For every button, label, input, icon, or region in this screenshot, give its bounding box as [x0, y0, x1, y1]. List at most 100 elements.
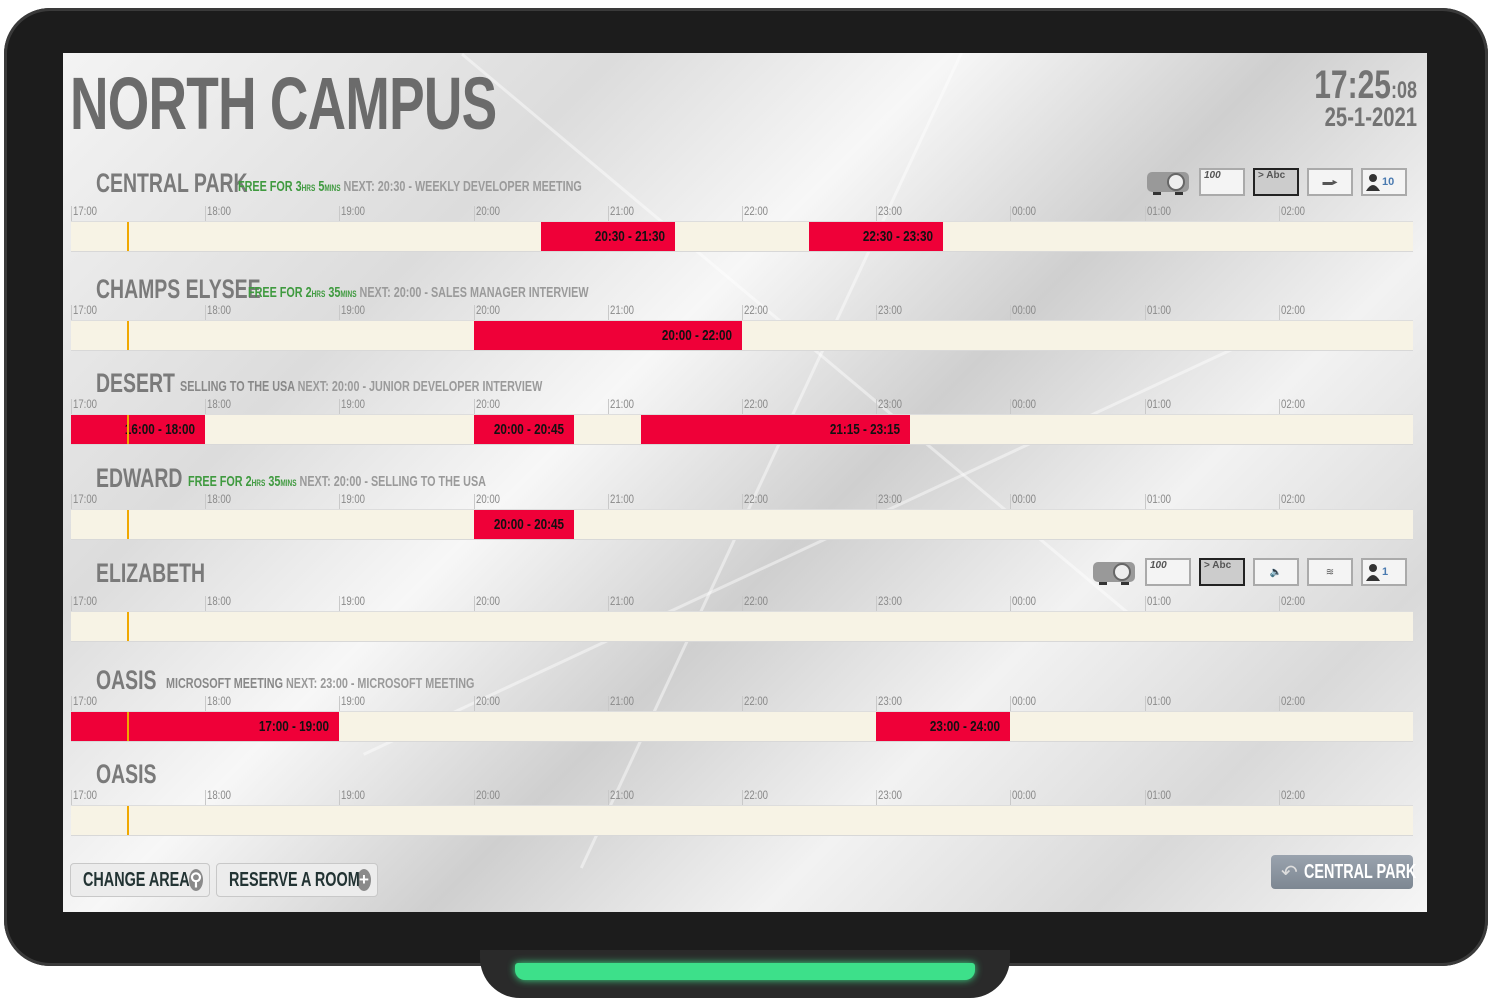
hour-label: 19:00 [341, 397, 366, 411]
room-name[interactable]: OASIS [96, 759, 157, 789]
hour-tick [1010, 596, 1012, 612]
hour-label: 21:00 [609, 204, 634, 218]
hour-tick [1278, 206, 1280, 222]
booking-bar[interactable]: 23:00 - 24:00 [876, 712, 1011, 741]
hour-label: 19:00 [341, 694, 366, 708]
hour-tick [742, 494, 743, 510]
hour-label: 20:00 [475, 204, 500, 218]
hour-label: 21:00 [609, 397, 634, 411]
hour-label: 17:00 [73, 204, 98, 218]
hour-tick [339, 305, 341, 321]
room-row[interactable]: OASIS 17:00 18:00 19:00 20:00 21:00 22:00 23:00… [63, 759, 1427, 872]
room-row[interactable]: ELIZABETH 100 > Abc 🔈 ≋ 1 17:00 18:00 19:00 20:00… [63, 558, 1427, 671]
booking-bar[interactable]: 20:00 - 20:45 [473, 510, 575, 539]
hour-label: 17:00 [73, 492, 98, 506]
hour-label: 22:00 [744, 594, 769, 608]
hour-label: 22:00 [744, 694, 769, 708]
room-name[interactable]: DESERT [96, 368, 175, 398]
room-row[interactable]: EDWARD FREE FOR 2HRS 35MINS NEXT: 20:00 -… [63, 463, 1427, 576]
hour-label: 01:00 [1146, 303, 1171, 317]
hour-label: 02:00 [1280, 492, 1305, 506]
booking-bar[interactable]: 22:30 - 23:30 [809, 222, 944, 251]
hour-tick [339, 494, 341, 510]
next-meeting: NEXT: 23:00 - MICROSOFT MEETING [286, 675, 475, 692]
hour-label: 20:00 [475, 303, 500, 317]
hour-tick [205, 206, 207, 222]
hour-tick [1010, 494, 1012, 510]
current-meeting: MICROSOFT MEETING [166, 675, 283, 692]
hour-label: 22:00 [744, 204, 769, 218]
timeline-track[interactable]: 20:00 - 22:00 [71, 320, 1413, 351]
next-meeting: NEXT: 20:30 - WEEKLY DEVELOPER MEETING [343, 178, 582, 195]
hour-label: 00:00 [1012, 694, 1037, 708]
timeline-track[interactable] [71, 611, 1413, 642]
hour-label: 02:00 [1280, 594, 1305, 608]
room-name[interactable]: EDWARD [96, 463, 183, 493]
booking-bar[interactable]: 16:00 - 18:00 [71, 415, 206, 444]
hour-tick [1010, 696, 1012, 712]
room-row[interactable]: OASIS MICROSOFT MEETING NEXT: 23:00 - MIC… [63, 665, 1427, 778]
booking-bar[interactable]: 20:00 - 20:45 [473, 415, 575, 444]
room-row[interactable]: CHAMPS ELYSEE FREE FOR 2HRS 35MINS NEXT: … [63, 274, 1427, 387]
hour-label: 21:00 [609, 788, 634, 802]
hour-tick [473, 305, 475, 321]
booking-bar[interactable]: 20:30 - 21:30 [540, 222, 675, 251]
hour-label: 19:00 [341, 204, 366, 218]
hour-tick [742, 305, 743, 321]
next-meeting: NEXT: 20:00 - SALES MANAGER INTERVIEW [359, 284, 589, 301]
hour-tick [473, 696, 475, 712]
free-status: FREE FOR 2HRS 35MINS [188, 473, 297, 490]
hour-tick [205, 790, 207, 806]
timeline-track[interactable]: 20:00 - 20:45 [71, 509, 1413, 540]
room-row[interactable]: DESERT SELLING TO THE USA NEXT: 20:00 - J… [63, 368, 1427, 481]
hour-tick [1010, 206, 1012, 222]
hour-tick [1144, 399, 1146, 415]
hour-label: 18:00 [207, 694, 232, 708]
current-meeting: SELLING TO THE USA [180, 378, 295, 395]
timeline-track[interactable]: 17:00 - 19:00 23:00 - 24:00 [71, 711, 1413, 742]
hour-label: 23:00 [878, 594, 903, 608]
hour-tick [742, 696, 743, 712]
room-row[interactable]: CENTRAL PARK FREE FOR 3HRS 5MINS NEXT: 20… [63, 168, 1427, 281]
hour-label: 02:00 [1280, 303, 1305, 317]
display-icon: > Abc [1253, 168, 1299, 196]
hour-label: 17:00 [73, 303, 98, 317]
hour-label: 18:00 [207, 204, 232, 218]
room-name[interactable]: ELIZABETH [96, 558, 206, 588]
hour-tick [473, 206, 475, 222]
back-to-room-button[interactable]: ↶ CENTRAL PARK [1271, 855, 1416, 889]
room-name[interactable]: OASIS [96, 665, 157, 695]
hour-tick [71, 790, 72, 806]
booking-bar[interactable]: 20:00 - 22:00 [473, 321, 742, 350]
hour-label: 21:00 [609, 303, 634, 317]
hour-tick [1278, 696, 1280, 712]
change-area-button[interactable]: CHANGE AREA ⚲ [70, 863, 210, 897]
timeline-track[interactable]: 16:00 - 18:00 20:00 - 20:45 21:15 - 23:15 [71, 414, 1413, 445]
current-time-indicator [126, 222, 129, 251]
page-title: NORTH CAMPUS [70, 62, 497, 145]
booking-bar[interactable]: 17:00 - 19:00 [71, 712, 340, 741]
hour-tick [607, 494, 609, 510]
hour-tick [205, 696, 207, 712]
reserve-room-button[interactable]: RESERVE A ROOM + [216, 863, 378, 897]
timeline-track[interactable] [71, 805, 1413, 836]
room-name[interactable]: CENTRAL PARK [96, 168, 248, 198]
capacity-icon: 10 [1361, 168, 1407, 196]
speaker-icon: 🔈 [1253, 558, 1299, 586]
hour-tick [1144, 790, 1146, 806]
capacity-icon: 1 [1361, 558, 1407, 586]
hour-label: 20:00 [475, 788, 500, 802]
display-icon: > Abc [1199, 558, 1245, 586]
hour-tick [1278, 596, 1280, 612]
current-time-indicator [126, 510, 129, 539]
hour-label: 23:00 [878, 788, 903, 802]
hour-label: 00:00 [1012, 788, 1037, 802]
booking-bar[interactable]: 21:15 - 23:15 [641, 415, 910, 444]
timeline-track[interactable]: 20:30 - 21:30 22:30 - 23:30 [71, 221, 1413, 252]
hour-label: 21:00 [609, 594, 634, 608]
hour-label: 19:00 [341, 303, 366, 317]
hour-tick [71, 399, 72, 415]
room-name[interactable]: CHAMPS ELYSEE [96, 274, 261, 304]
screen: NORTH CAMPUS 17:25:08 25-1-2021 CENTRAL … [63, 53, 1427, 912]
hour-label: 18:00 [207, 788, 232, 802]
